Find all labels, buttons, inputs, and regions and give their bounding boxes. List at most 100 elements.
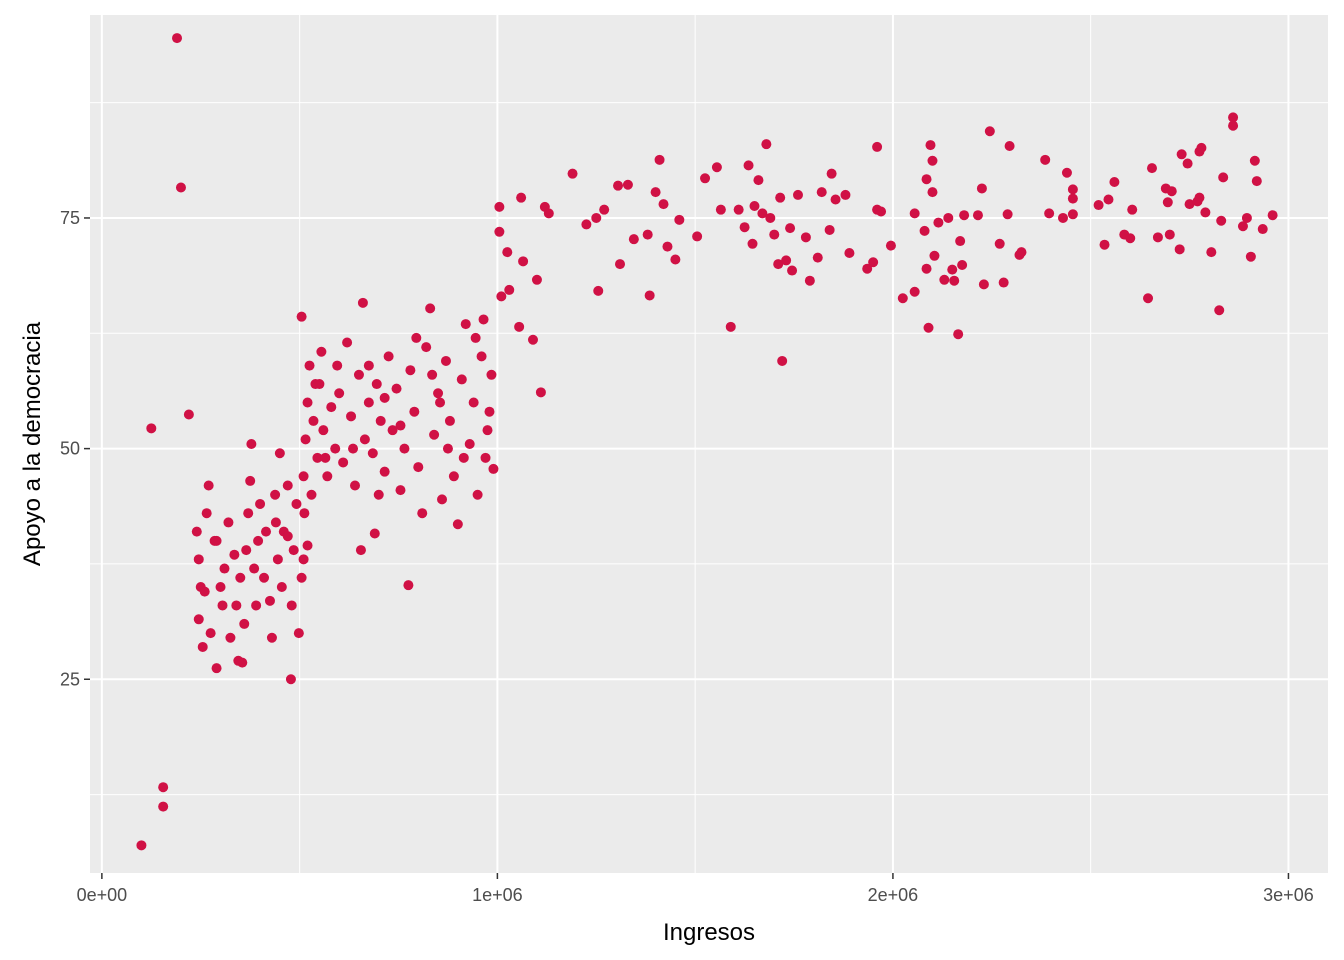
data-point [670,254,681,265]
data-point [304,360,315,371]
data-point [296,311,307,322]
data-point [773,259,784,270]
data-point [787,265,798,276]
data-point [1004,141,1015,152]
data-point [312,452,323,463]
data-point [1182,158,1193,169]
data-point [769,229,780,240]
data-point [628,234,639,245]
data-point [379,466,390,477]
data-point [435,397,446,408]
data-point [223,517,234,528]
data-point [1214,305,1225,316]
data-point [518,256,529,267]
data-point [308,415,319,426]
data-point [373,489,384,500]
data-point [318,425,329,436]
data-point [1176,149,1187,160]
data-point [1249,155,1260,166]
data-point [1194,192,1205,203]
data-point [658,199,669,210]
data-point [211,663,222,674]
x-tick-label: 3e+06 [1263,885,1314,905]
plot-panel [90,15,1328,873]
data-point [812,252,823,263]
data-point [405,365,416,376]
data-point [1241,212,1252,223]
data-point [998,277,1009,288]
data-point [480,452,491,463]
data-point [622,179,633,190]
data-point [1040,154,1051,165]
data-point [266,632,277,643]
data-point [972,210,983,221]
data-point [211,535,222,546]
y-tick-label: 25 [60,669,80,689]
data-point [1237,221,1248,232]
data-point [1044,208,1055,219]
data-point [193,614,204,625]
data-point [1152,232,1163,243]
data-point [804,275,815,286]
data-point [1166,186,1177,197]
data-point [235,572,246,583]
data-point [591,212,602,223]
data-point [299,508,310,519]
data-point [363,360,374,371]
data-point [158,782,169,793]
data-point [300,434,311,445]
data-point [199,586,210,597]
data-point [800,232,811,243]
x-tick-label: 2e+06 [868,885,919,905]
data-point [285,674,296,685]
data-point [375,415,386,426]
data-point [425,303,436,314]
data-point [302,397,313,408]
data-point [765,212,776,223]
data-point [1002,209,1013,220]
data-point [353,369,364,380]
data-point [761,139,772,150]
data-point [452,519,463,530]
data-point [472,489,483,500]
data-point [486,369,497,380]
data-point [253,535,264,546]
data-point [298,554,309,565]
data-point [826,168,837,179]
data-point [943,212,954,223]
data-point [1200,207,1211,218]
data-point [927,155,938,166]
data-point [379,392,390,403]
data-point [429,429,440,440]
data-point [743,160,754,171]
data-point [1109,176,1120,187]
data-point [249,563,260,574]
data-point [1061,167,1072,178]
data-point [543,208,554,219]
data-point [348,443,359,454]
data-point [231,600,242,611]
data-point [203,480,214,491]
data-point [844,248,855,259]
data-point [976,183,987,194]
data-point [282,480,293,491]
data-point [1067,184,1078,195]
x-axis-ticks: 0e+00 1e+06 2e+06 3e+06 [77,873,1314,905]
data-point [458,452,469,463]
data-point [567,168,578,179]
data-point [516,192,527,203]
data-point [387,425,398,436]
data-point [251,600,262,611]
data-point [662,241,673,252]
data-point [310,379,321,390]
data-point [959,210,970,221]
data-point [243,508,254,519]
data-point [1093,200,1104,211]
data-point [715,204,726,215]
data-point [136,840,147,851]
data-point [193,554,204,565]
data-point [411,332,422,343]
y-tick-label: 50 [60,439,80,459]
data-point [306,489,317,500]
data-point [644,290,655,301]
